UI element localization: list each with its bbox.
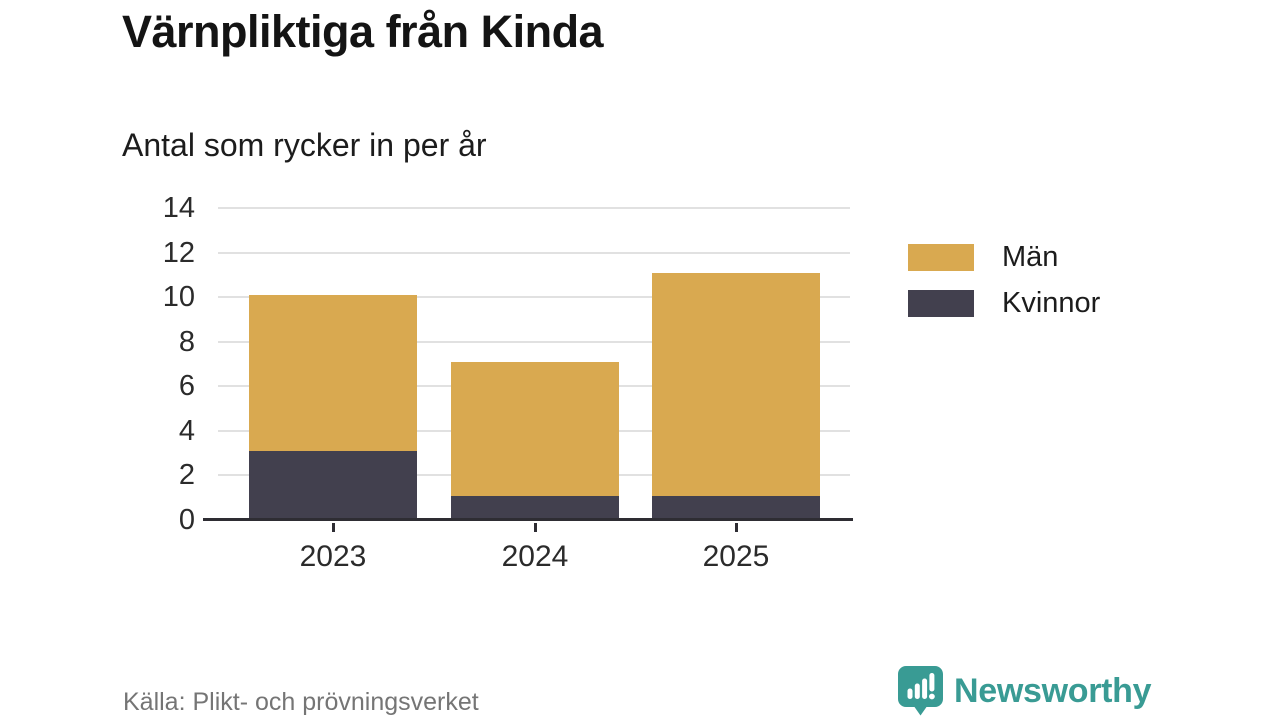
plot-area: 0 2 4 6 8 10 12 14 2023 2024 2025 — [163, 192, 853, 573]
x-tick-label: 2025 — [702, 540, 770, 573]
y-tick-label: 2 — [178, 459, 195, 492]
bar-segment-män-2025 — [652, 272, 820, 496]
legend-swatch — [908, 290, 974, 317]
x-axis-line — [203, 518, 853, 521]
bar-segment-kvinnor-2024 — [451, 495, 619, 518]
y-tick-label: 14 — [162, 192, 195, 224]
bar-2025 — [652, 272, 820, 518]
chart-subtitle: Antal som rycker in per år — [122, 127, 487, 163]
legend-swatch — [908, 244, 974, 271]
bar-segment-kvinnor-2025 — [652, 495, 820, 518]
bar-segment-män-2023 — [249, 295, 417, 452]
brand-logo: Newsworthy — [897, 665, 1152, 716]
y-tick-label: 8 — [178, 325, 195, 358]
y-tick-label: 4 — [178, 414, 195, 447]
legend-item-kvinnor: Kvinnor — [908, 287, 1101, 319]
legend-label: Män — [1002, 241, 1059, 273]
legend-label: Kvinnor — [1002, 287, 1101, 319]
y-tick-label: 6 — [178, 370, 195, 403]
x-tick-mark — [734, 523, 738, 532]
legend: Män Kvinnor — [908, 241, 1101, 336]
newsworthy-icon — [898, 666, 943, 716]
x-tick-label: 2024 — [501, 540, 569, 573]
chart-title: Värnpliktiga från Kinda — [122, 6, 604, 57]
grid-line — [218, 251, 850, 254]
grid-line — [218, 296, 850, 299]
y-tick-label: 0 — [178, 504, 195, 536]
grid-line — [218, 340, 850, 343]
x-tick-mark — [533, 523, 537, 532]
y-tick-label: 10 — [162, 281, 195, 314]
x-tick-mark — [331, 523, 335, 532]
bar-2023 — [249, 295, 417, 518]
x-tick-label: 2023 — [299, 540, 367, 573]
bar-segment-kvinnor-2023 — [249, 451, 417, 518]
source-text: Källa: Plikt- och prövningsverket — [123, 688, 479, 716]
y-tick-label: 12 — [162, 236, 195, 269]
bar-2024 — [451, 362, 619, 518]
legend-item-män: Män — [908, 241, 1100, 273]
grid-line — [218, 207, 850, 209]
brand-name: Newsworthy — [954, 672, 1152, 710]
bar-segment-män-2024 — [451, 362, 619, 496]
